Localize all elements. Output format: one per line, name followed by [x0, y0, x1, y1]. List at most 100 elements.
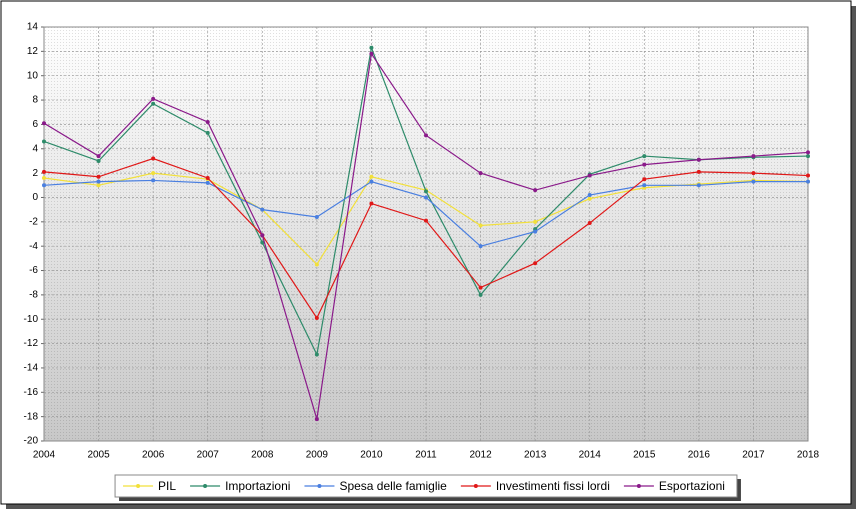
y-tick-label: 8 [32, 95, 38, 106]
point [96, 174, 101, 179]
point [424, 189, 428, 194]
point [478, 285, 483, 290]
point [424, 218, 428, 223]
legend-label: PIL [158, 479, 176, 493]
point [151, 96, 156, 101]
point [587, 193, 592, 198]
legend-item: Importazioni [190, 479, 290, 493]
y-tick-label: -10 [24, 314, 39, 325]
legend-label: Spesa delle famiglie [339, 479, 447, 493]
point [260, 207, 265, 212]
point [533, 229, 538, 234]
x-tick-label: 2014 [579, 450, 602, 461]
point [205, 180, 210, 185]
y-tick-label: -12 [24, 338, 39, 349]
legend-item: PIL [123, 479, 176, 493]
point [806, 154, 810, 159]
legend-item: Spesa delle famiglie [304, 479, 447, 493]
legend-box [114, 474, 738, 498]
y-tick-label: 10 [27, 70, 39, 81]
y-tick-label: 14 [27, 22, 39, 33]
y-tick-label: 12 [27, 46, 39, 57]
y-tick-label: -20 [24, 436, 39, 447]
point [587, 221, 592, 226]
point [151, 178, 156, 183]
point [751, 154, 756, 159]
point [96, 158, 101, 163]
x-tick-label: 2008 [251, 450, 274, 461]
point [478, 244, 483, 249]
legend-marker [203, 484, 208, 488]
y-tick-label: -8 [29, 290, 38, 301]
x-tick-label: 2006 [142, 450, 165, 461]
legend-marker [136, 484, 141, 488]
y-tick-label: -18 [24, 411, 39, 422]
legend-marker [473, 484, 478, 488]
x-tick-label: 2007 [197, 450, 220, 461]
x-tick-label: 2015 [633, 450, 656, 461]
point [151, 171, 156, 176]
point [478, 292, 483, 297]
legend-label: Investimenti fissi lordi [496, 479, 610, 493]
point [478, 171, 483, 176]
point [205, 175, 210, 180]
point [369, 45, 374, 50]
point [587, 173, 592, 178]
point [587, 196, 592, 201]
y-tick-label: -14 [24, 363, 39, 374]
point [369, 174, 374, 179]
point [205, 119, 210, 124]
x-tick-label: 2016 [688, 450, 711, 461]
legend-item: Esportazioni [623, 479, 725, 493]
point [369, 51, 374, 56]
point [42, 139, 46, 144]
x-tick-label: 2004 [33, 450, 56, 461]
point [806, 173, 810, 178]
x-tick-label: 2012 [469, 450, 492, 461]
x-tick-label: 2013 [524, 450, 547, 461]
point [642, 154, 647, 159]
point [533, 219, 538, 224]
point [314, 316, 319, 321]
point [42, 121, 46, 126]
x-tick-label: 2017 [742, 450, 765, 461]
point [96, 154, 101, 159]
y-tick-label: 6 [32, 119, 38, 130]
point [424, 195, 428, 200]
point [260, 233, 265, 238]
point [205, 130, 210, 135]
point [642, 177, 647, 182]
point [369, 179, 374, 184]
point [151, 101, 156, 106]
plot-border [43, 26, 809, 442]
x-tick-label: 2011 [415, 450, 437, 461]
point [696, 157, 701, 162]
point [42, 175, 46, 180]
legend-label: Esportazioni [659, 479, 725, 493]
point [314, 262, 319, 267]
point [533, 261, 538, 266]
point [751, 179, 756, 184]
y-tick-label: -4 [29, 241, 38, 252]
point [806, 179, 810, 184]
y-tick-label: 0 [32, 192, 38, 203]
point [533, 188, 538, 193]
y-tick-label: -16 [24, 387, 39, 398]
point [314, 352, 319, 357]
legend-item: Investimenti fissi lordi [460, 479, 610, 493]
point [96, 179, 101, 184]
point [642, 183, 647, 188]
point [806, 150, 810, 155]
plot-pattern [44, 27, 808, 441]
point [642, 162, 647, 167]
y-tick-label: -6 [29, 265, 38, 276]
point [478, 223, 483, 228]
legend-marker [317, 484, 322, 488]
point [42, 183, 46, 188]
y-tick-label: 4 [32, 143, 38, 154]
point [696, 169, 701, 174]
y-tick-label: -2 [29, 216, 38, 227]
point [314, 417, 319, 422]
point [696, 183, 701, 188]
